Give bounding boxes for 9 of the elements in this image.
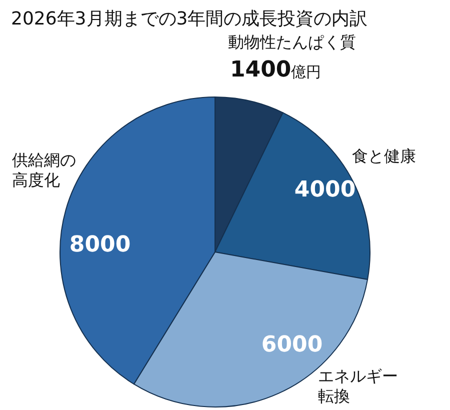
- slice-label: 供給網の高度化: [12, 150, 76, 190]
- data-label: 1400億円: [230, 58, 322, 82]
- slice-label: エネルギー転換: [318, 366, 398, 406]
- data-label: 6000: [261, 332, 323, 358]
- slice-label: 食と健康: [352, 146, 416, 166]
- data-label: 4000: [294, 178, 356, 202]
- chart-title: 2026年3月期までの3年間の成長投資の内訳: [11, 8, 368, 30]
- slice-label: 動物性たんぱく質: [228, 32, 356, 52]
- data-label: 8000: [69, 232, 131, 258]
